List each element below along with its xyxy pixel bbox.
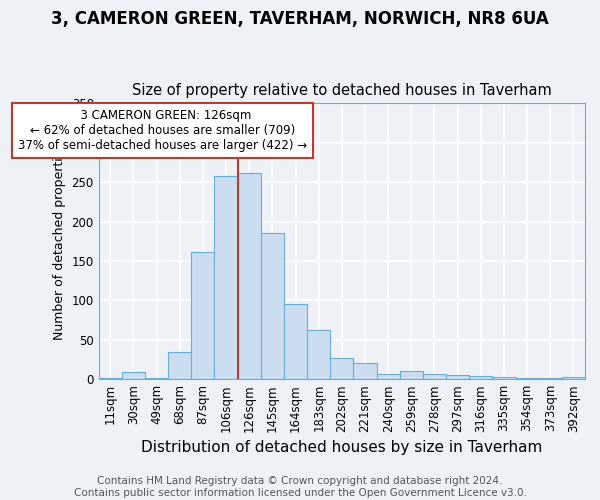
Bar xyxy=(214,176,238,379)
Bar xyxy=(446,375,469,379)
Bar xyxy=(145,378,168,379)
Bar xyxy=(493,377,515,379)
Bar xyxy=(122,372,145,379)
X-axis label: Distribution of detached houses by size in Taverham: Distribution of detached houses by size … xyxy=(141,440,542,455)
Bar xyxy=(261,234,284,379)
Bar xyxy=(284,304,307,379)
Bar xyxy=(238,172,261,379)
Bar xyxy=(377,374,400,379)
Text: Contains HM Land Registry data © Crown copyright and database right 2024.
Contai: Contains HM Land Registry data © Crown c… xyxy=(74,476,526,498)
Bar xyxy=(423,374,446,379)
Title: Size of property relative to detached houses in Taverham: Size of property relative to detached ho… xyxy=(132,83,552,98)
Bar xyxy=(191,252,214,379)
Bar xyxy=(469,376,493,379)
Bar xyxy=(539,378,562,379)
Bar xyxy=(353,364,377,379)
Bar xyxy=(330,358,353,379)
Bar xyxy=(307,330,330,379)
Bar xyxy=(515,378,539,379)
Bar xyxy=(98,378,122,379)
Bar xyxy=(562,377,585,379)
Text: 3, CAMERON GREEN, TAVERHAM, NORWICH, NR8 6UA: 3, CAMERON GREEN, TAVERHAM, NORWICH, NR8… xyxy=(51,10,549,28)
Y-axis label: Number of detached properties: Number of detached properties xyxy=(53,143,66,340)
Bar xyxy=(168,352,191,379)
Text: 3 CAMERON GREEN: 126sqm
← 62% of detached houses are smaller (709)
37% of semi-d: 3 CAMERON GREEN: 126sqm ← 62% of detache… xyxy=(18,109,307,152)
Bar xyxy=(400,372,423,379)
